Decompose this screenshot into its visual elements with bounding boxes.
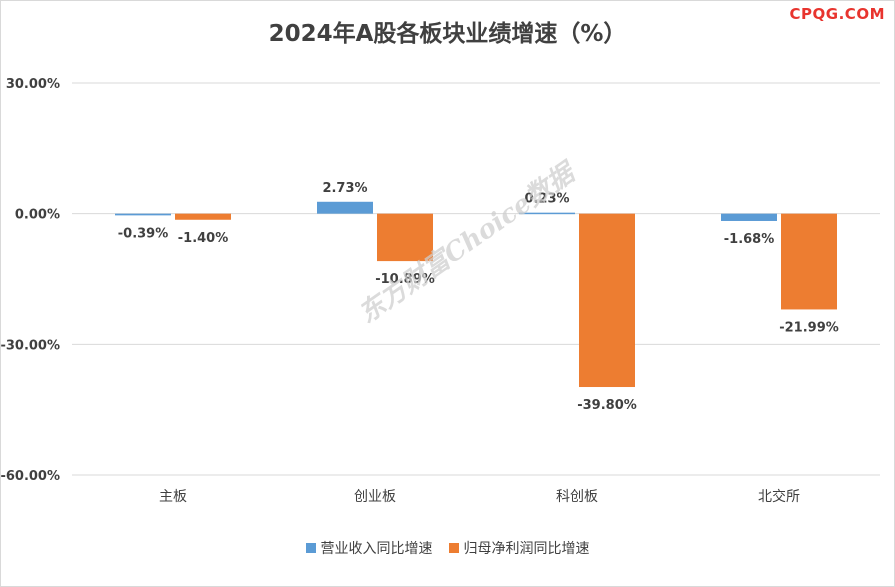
data-label: -1.68% bbox=[724, 232, 775, 247]
y-tick-label: 0.00% bbox=[15, 208, 60, 223]
x-category-label: 科创板 bbox=[556, 489, 598, 505]
bar-revenue bbox=[317, 201, 373, 214]
chart-title: 2024年A股各板块业绩增速（%） bbox=[268, 21, 627, 47]
data-label: -10.89% bbox=[375, 272, 435, 287]
data-label: -21.99% bbox=[779, 320, 839, 335]
bar-revenue bbox=[115, 213, 171, 216]
bar-revenue bbox=[519, 212, 575, 215]
legend-item-profit: 归母净利润同比增速 bbox=[448, 538, 590, 558]
bar-revenue bbox=[721, 213, 777, 221]
bar-profit bbox=[781, 213, 837, 310]
legend-item-revenue: 营业收入同比增速 bbox=[305, 538, 433, 558]
legend-swatch-revenue bbox=[305, 543, 316, 553]
legend-label-profit: 归母净利润同比增速 bbox=[463, 541, 590, 557]
legend: 营业收入同比增速 归母净利润同比增速 bbox=[0, 538, 895, 558]
x-category-label: 创业板 bbox=[354, 489, 396, 505]
bar-profit bbox=[377, 213, 433, 262]
y-tick-label: -30.00% bbox=[0, 338, 60, 353]
data-label: 0.23% bbox=[524, 192, 569, 207]
data-label: 2.73% bbox=[322, 181, 367, 196]
bar-profit bbox=[579, 213, 635, 388]
data-label: -39.80% bbox=[577, 398, 637, 413]
x-category-label: 主板 bbox=[159, 489, 187, 505]
data-label: -0.39% bbox=[118, 227, 169, 242]
brand-logo: CPQG.COM bbox=[789, 5, 885, 23]
y-tick-label: -60.00% bbox=[0, 469, 60, 484]
x-category-label: 北交所 bbox=[758, 488, 800, 505]
legend-label-revenue: 营业收入同比增速 bbox=[320, 541, 433, 557]
bar-profit bbox=[175, 213, 231, 220]
legend-swatch-profit bbox=[448, 543, 459, 553]
data-label: -1.40% bbox=[178, 231, 229, 246]
y-tick-label: 30.00% bbox=[6, 77, 60, 92]
